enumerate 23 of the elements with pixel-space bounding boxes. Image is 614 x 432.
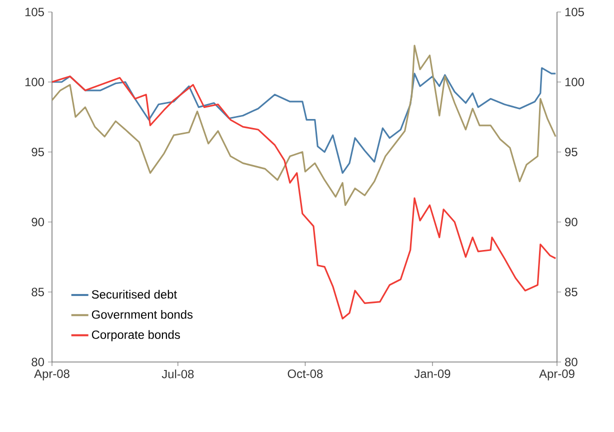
line-series [52, 44, 556, 206]
legend-label: Securitised debt [92, 290, 177, 299]
y2-tick-label: 95 [565, 148, 578, 156]
y2-tick-label: 105 [565, 8, 584, 16]
y2-tick-label: 80 [565, 358, 578, 366]
y-tick-label: 80 [32, 358, 44, 366]
y-tick-label: 105 [25, 8, 44, 16]
x-tick-label: Oct-08 [288, 370, 323, 378]
legend-label: Government bonds [92, 310, 193, 319]
x-tick-label: Apr-09 [539, 370, 574, 380]
y2-tick-label: 85 [565, 288, 578, 296]
y-tick-label: 90 [32, 218, 44, 226]
legend-label: Corporate bonds [92, 330, 180, 342]
x-tick-label: Apr-08 [34, 370, 70, 380]
line-series [52, 67, 556, 174]
line-series [52, 76, 556, 320]
y-tick-label: 95 [32, 148, 44, 156]
y-tick-label: 85 [32, 288, 44, 296]
y2-tick-label: 100 [565, 78, 584, 86]
y2-tick-label: 90 [565, 218, 578, 226]
x-tick-label: Jul-08 [162, 370, 194, 378]
x-tick-label: Jan-09 [414, 370, 450, 378]
y-tick-label: 100 [25, 78, 44, 86]
